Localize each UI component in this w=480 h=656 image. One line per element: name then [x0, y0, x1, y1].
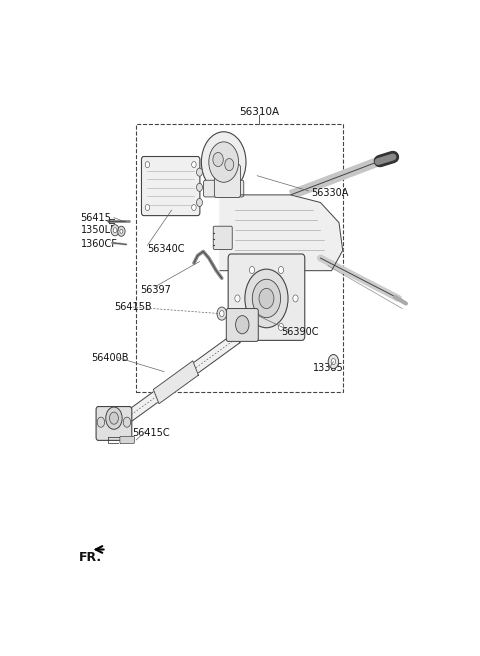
- Text: 56397: 56397: [140, 285, 171, 295]
- Circle shape: [196, 198, 203, 207]
- Text: 56415B: 56415B: [114, 302, 152, 312]
- Circle shape: [249, 323, 254, 331]
- Circle shape: [219, 310, 224, 317]
- FancyBboxPatch shape: [215, 165, 240, 197]
- Circle shape: [245, 269, 288, 328]
- Circle shape: [249, 266, 254, 274]
- Circle shape: [97, 417, 105, 427]
- Circle shape: [225, 159, 234, 171]
- Circle shape: [278, 323, 284, 331]
- Circle shape: [120, 229, 123, 234]
- Circle shape: [213, 152, 223, 167]
- Circle shape: [118, 226, 125, 236]
- FancyBboxPatch shape: [204, 180, 244, 197]
- Circle shape: [293, 295, 298, 302]
- Circle shape: [123, 417, 131, 427]
- Circle shape: [196, 168, 203, 176]
- Text: 56310A: 56310A: [239, 107, 279, 117]
- Circle shape: [278, 266, 284, 274]
- Circle shape: [209, 142, 239, 182]
- Bar: [136, 124, 343, 392]
- Circle shape: [145, 205, 150, 211]
- Circle shape: [145, 161, 150, 168]
- Circle shape: [192, 205, 196, 211]
- Polygon shape: [220, 195, 343, 271]
- Circle shape: [109, 412, 119, 424]
- FancyBboxPatch shape: [228, 254, 305, 340]
- Circle shape: [202, 132, 246, 192]
- FancyBboxPatch shape: [142, 157, 200, 216]
- Circle shape: [192, 161, 196, 168]
- Text: 56415: 56415: [81, 213, 111, 222]
- Text: 13385: 13385: [313, 363, 344, 373]
- Circle shape: [328, 354, 338, 369]
- Circle shape: [111, 225, 119, 236]
- Circle shape: [196, 183, 203, 192]
- FancyBboxPatch shape: [120, 436, 134, 443]
- FancyBboxPatch shape: [96, 407, 132, 440]
- Circle shape: [106, 407, 122, 429]
- Text: 56390C: 56390C: [281, 327, 319, 337]
- FancyBboxPatch shape: [226, 308, 258, 341]
- Text: 56340C: 56340C: [147, 244, 185, 254]
- Circle shape: [217, 307, 227, 320]
- Circle shape: [252, 279, 281, 318]
- Text: 56415C: 56415C: [132, 428, 170, 438]
- Text: 56330A: 56330A: [311, 188, 348, 198]
- Text: 1350LE: 1350LE: [81, 225, 117, 236]
- Circle shape: [331, 359, 336, 365]
- Circle shape: [236, 316, 249, 334]
- Circle shape: [113, 228, 117, 233]
- Polygon shape: [112, 332, 240, 432]
- Polygon shape: [154, 361, 198, 403]
- Circle shape: [235, 295, 240, 302]
- Text: FR.: FR.: [79, 551, 102, 564]
- FancyBboxPatch shape: [213, 226, 232, 249]
- Text: 1360CF: 1360CF: [81, 239, 117, 249]
- Circle shape: [259, 289, 274, 308]
- Text: 56400B: 56400B: [92, 352, 129, 363]
